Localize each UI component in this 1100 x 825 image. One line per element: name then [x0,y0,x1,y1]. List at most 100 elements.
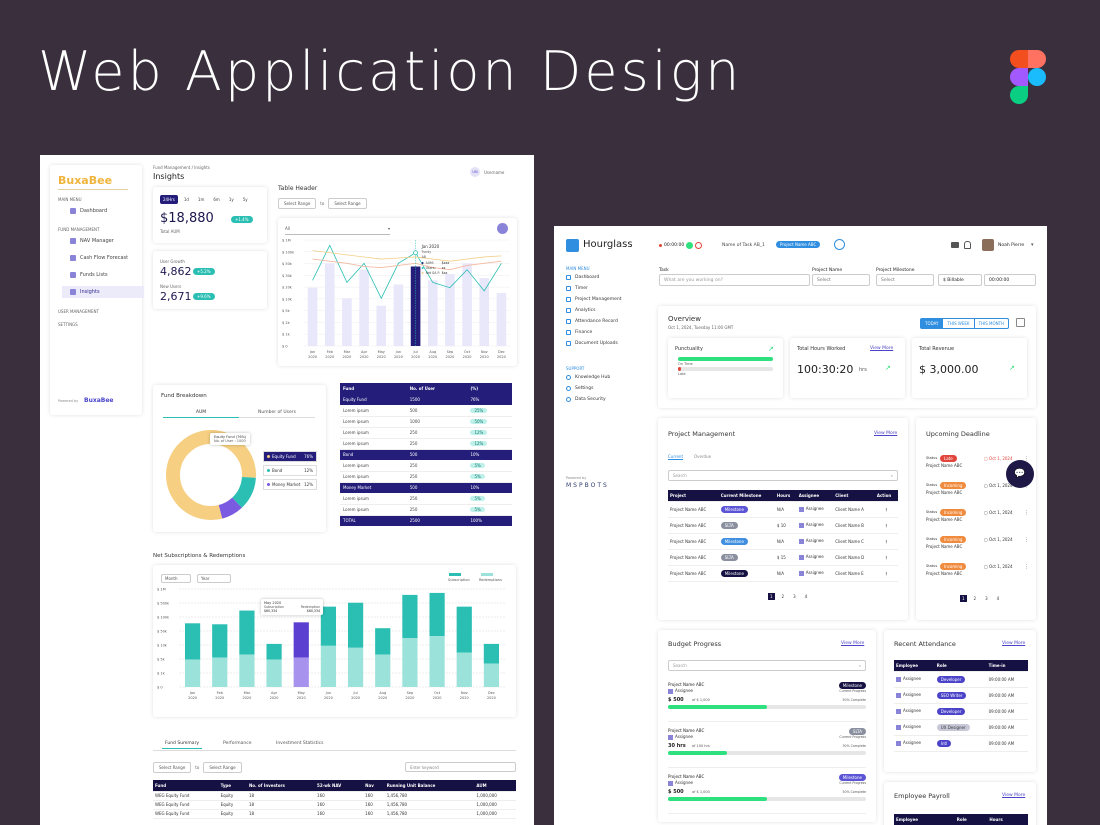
project-select[interactable]: Select [812,274,870,286]
tab-this-month[interactable]: THIS MONTH [973,319,1008,328]
filter-icon[interactable] [497,223,508,234]
sidebar-item[interactable]: Finance [566,330,592,335]
play-icon[interactable] [686,242,694,249]
redemption-bar[interactable] [293,657,309,687]
page-button[interactable]: 4 [804,594,808,599]
table-group-row[interactable]: Bond 500 10% [340,449,512,460]
sidebar-item[interactable]: Project Management [566,297,621,302]
summary-search-input[interactable]: Enter keyword [405,762,516,772]
sidebar-item-dashboard[interactable]: Dashboard [62,205,144,217]
refresh-icon[interactable] [834,239,845,250]
more-icon[interactable]: ⋮ [1024,537,1029,543]
tab-fund-summary[interactable]: Fund Summary [162,741,203,749]
volume-bar[interactable] [393,284,404,346]
budget-view-more-link[interactable]: View More [841,641,865,646]
table-row[interactable]: Project Name ABC Milestone N/A Assignee Clie… [668,565,898,582]
subscription-bar[interactable] [239,610,255,655]
subscription-bar[interactable] [375,628,391,655]
page-button[interactable]: 1 [960,595,967,602]
donut-slice[interactable] [231,476,256,508]
table-row[interactable]: Assignee UX Designer 09:00:00 AM [894,719,1028,736]
table-row[interactable]: WEG Equity Fund Equity 18 160 160 1,456,780 1,… [153,800,516,810]
sidebar-item[interactable]: Timer [566,286,588,291]
subscription-bar[interactable] [402,594,418,638]
redemption-bar[interactable] [375,654,391,687]
redemption-bar[interactable] [429,636,445,687]
page-button[interactable]: 3 [793,594,796,599]
page-button[interactable]: 1 [768,593,775,600]
sidebar-item[interactable]: Attendance Record [566,319,618,324]
sidebar-item[interactable]: Dashboard [566,275,599,280]
subscription-bar[interactable] [184,623,201,660]
sidebar-item-funds-lists[interactable]: Funds Lists [62,269,144,281]
redemption-bar[interactable] [456,652,472,687]
table-row[interactable]: Project Name ABC SLTA $ 10 Assignee Client N… [668,517,898,534]
volume-bar[interactable] [324,263,335,346]
table-row[interactable]: WEG Equity Fund Equity 18 160 160 1,456,780 1,… [153,809,516,819]
page-button[interactable]: 4 [996,596,1000,601]
sidebar-item-insights[interactable]: Insights [62,286,144,298]
more-icon[interactable]: ⋮ [874,501,898,518]
budget-item[interactable]: Project Name ABC Assignee SLTA Current Prog… [668,728,866,768]
table-row[interactable]: Assignee Developer 09:00:00 AM [894,671,1028,688]
budget-item[interactable]: Project Name ABC Assignee Milestone Current… [668,682,866,722]
sidebar-item-nav-manager[interactable]: NAV Manager [62,235,144,247]
donut-slice[interactable] [166,430,256,520]
redemption-bar[interactable] [483,663,500,687]
table-row[interactable]: Lorem ipsum 250 5% [340,460,512,472]
volume-bar[interactable] [496,293,507,346]
table-group-row[interactable]: Equity Fund 1500 76% [340,394,512,405]
chat-icon[interactable]: 💬 [1006,460,1034,488]
donut-slice[interactable] [218,497,242,519]
table-row[interactable]: Project Name ABC Milestone N/A Assignee Clie… [668,501,898,518]
tab-aum[interactable]: AUM [163,410,239,418]
redemption-bar[interactable] [239,654,255,687]
attendance-view-more-link[interactable]: View More [1002,641,1026,646]
table-row[interactable]: Lorem ipsum 1000 50% [340,416,512,428]
legend-item[interactable]: Equity Fund 76% [263,451,317,462]
username[interactable]: Noah Pierre [998,243,1025,248]
more-icon[interactable]: ⋮ [1024,564,1029,570]
page-button[interactable]: 2 [973,596,977,601]
donut-slice[interactable] [210,504,223,520]
subscription-bar[interactable] [456,606,472,653]
period-tab[interactable]: 1d [183,197,189,202]
redemption-bar[interactable] [347,647,364,687]
range-end-select[interactable]: Select Range [328,198,367,209]
volume-bar[interactable] [359,269,369,346]
sidebar-item-settings[interactable]: SETTINGS [58,322,78,327]
volume-bar[interactable] [462,263,472,346]
period-tab[interactable]: 1y [228,197,234,202]
table-row[interactable]: Assignee Intl 09:00:00 AM [894,735,1028,752]
subscription-bar[interactable] [347,602,364,648]
sidebar-item[interactable]: Analytics [566,308,595,313]
task-input[interactable]: What are you working on? [659,274,810,286]
series-dropdown[interactable]: All ▾ [285,226,390,235]
sidebar-item[interactable]: Settings [566,386,593,391]
sidebar-item[interactable]: Data Security [566,397,606,402]
volume-bar[interactable] [445,273,455,346]
tab-investment-statistics[interactable]: Investment Statistics [276,741,324,746]
table-group-row[interactable]: TOTAL 2500 100% [340,515,512,526]
table-row[interactable]: Assignee SEO Writer 09:00:00 AM [894,687,1028,704]
range-start-select[interactable]: Select Range [278,198,317,209]
summary-range-start[interactable]: Select Range [153,762,192,773]
series-line[interactable] [312,258,502,271]
redemption-bar[interactable] [266,659,282,687]
task-timer[interactable]: 00:00:00 [984,274,1036,286]
period-tab[interactable]: 5y [242,197,248,202]
legend-item[interactable]: Money Market 12% [263,479,317,490]
series-line[interactable] [312,244,502,300]
table-row[interactable]: Lorem ipsum 250 12% [340,438,512,450]
table-group-row[interactable]: Money Market 500 10% [340,482,512,493]
redemption-bar[interactable] [320,645,337,687]
period-tab[interactable]: 24Hrs [160,195,178,204]
tab-today[interactable]: TODAY [921,319,943,328]
budget-search-input[interactable]: Search ⌕ [668,660,866,671]
billable-toggle[interactable]: $ Billable [938,274,982,286]
volume-bar[interactable] [479,278,490,346]
legend-item[interactable]: Bond 12% [263,465,317,476]
tab-overdue[interactable]: Overdue [694,454,712,459]
series-line[interactable] [312,250,502,262]
payroll-view-more-link[interactable]: View More [1002,793,1026,798]
